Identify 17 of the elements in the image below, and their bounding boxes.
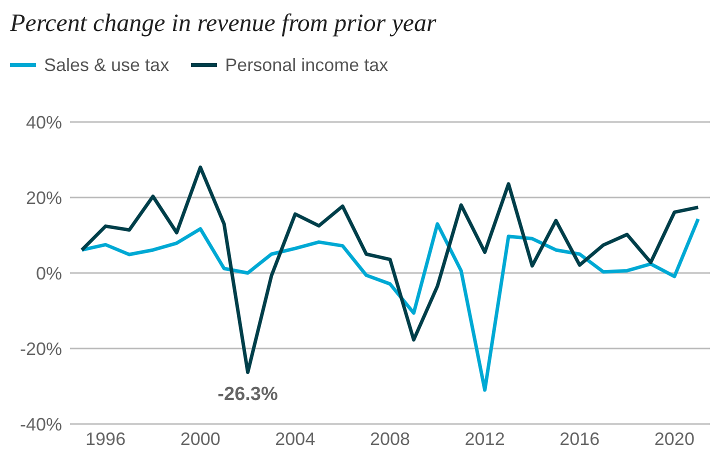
x-tick-label: 1996 — [86, 428, 126, 449]
x-tick-label: 2012 — [464, 428, 505, 449]
y-tick-label: 20% — [26, 188, 62, 208]
chart-title: Percent change in revenue from prior year — [8, 9, 438, 39]
legend-label: Personal income tax — [225, 54, 388, 76]
x-tick-label: 2020 — [654, 428, 694, 449]
y-tick-label: 0% — [36, 263, 62, 284]
line-series — [80, 166, 700, 374]
x-tick-label: 2008 — [370, 428, 410, 449]
y-tick-label: -40% — [20, 414, 62, 434]
y-tick-label: 40% — [26, 112, 62, 132]
x-tick-label: 2000 — [180, 428, 220, 449]
annotation: -26.3% — [218, 384, 278, 405]
legend-label: Sales & use tax — [44, 54, 170, 76]
y-tick-label: -20% — [20, 338, 62, 359]
x-tick-label: 2016 — [560, 428, 600, 449]
x-tick-label: 2004 — [275, 428, 316, 449]
